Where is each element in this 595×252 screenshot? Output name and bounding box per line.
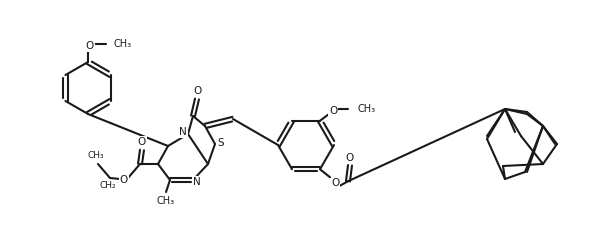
Text: O: O [194, 86, 202, 96]
Text: O: O [120, 175, 128, 185]
Text: N: N [179, 127, 187, 137]
Text: CH₂: CH₂ [100, 181, 116, 191]
Text: CH₃: CH₃ [114, 39, 132, 49]
Text: O: O [138, 137, 146, 147]
Text: CH₃: CH₃ [357, 104, 375, 114]
Text: O: O [86, 41, 94, 51]
Text: N: N [193, 177, 201, 187]
Text: S: S [218, 138, 224, 148]
Text: CH₃: CH₃ [157, 196, 175, 206]
Text: O: O [346, 153, 354, 163]
Text: CH₃: CH₃ [87, 151, 104, 161]
Text: O: O [331, 178, 339, 188]
Text: O: O [329, 106, 337, 116]
